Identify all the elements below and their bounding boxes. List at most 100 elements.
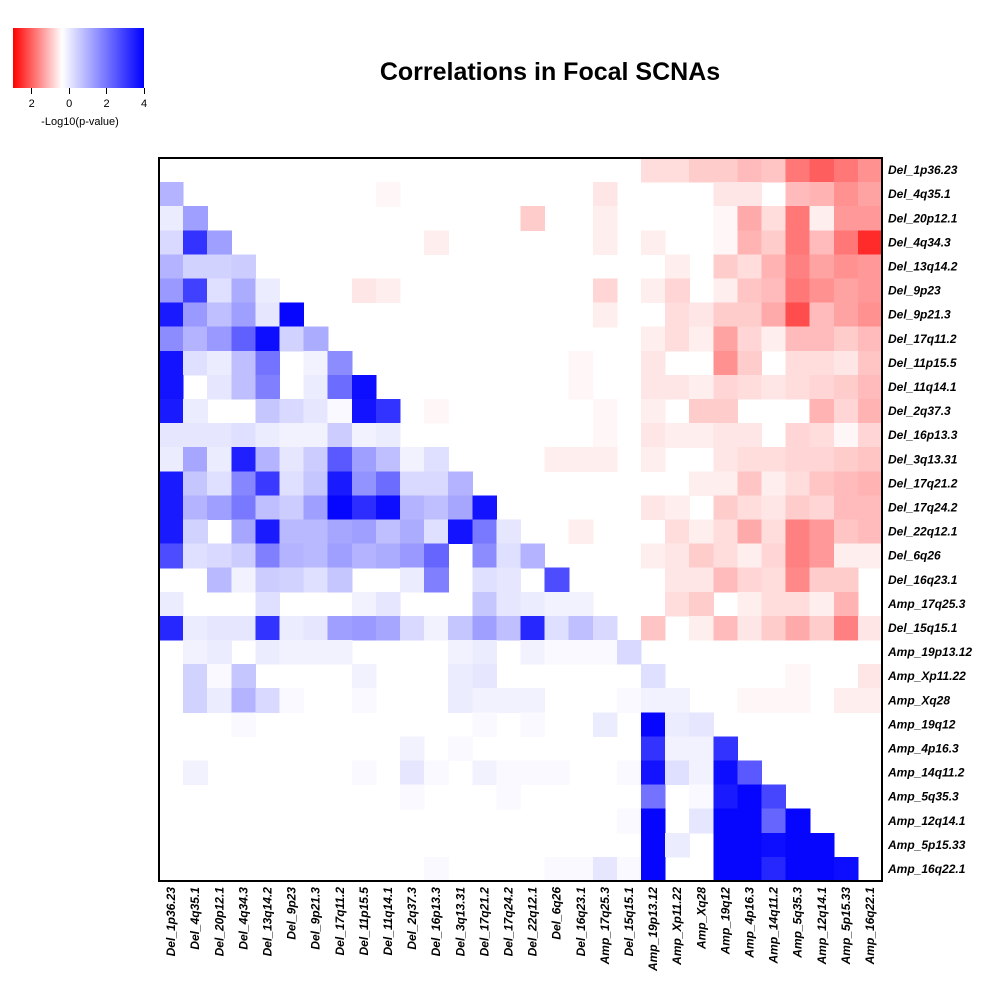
heatmap-cell bbox=[689, 399, 714, 424]
heatmap-cell bbox=[785, 567, 811, 593]
heatmap-cell bbox=[833, 615, 859, 641]
heatmap-cell bbox=[351, 543, 377, 569]
heatmap-cell bbox=[785, 158, 811, 183]
heatmap-cell bbox=[183, 278, 208, 304]
heatmap-cell bbox=[761, 784, 787, 810]
column-label: Del_16q23.1 bbox=[574, 887, 588, 957]
heatmap-cell bbox=[303, 399, 329, 424]
heatmap-cell bbox=[207, 471, 232, 496]
row-label: Amp_Xp11.22 bbox=[887, 669, 966, 683]
heatmap-cell bbox=[737, 832, 763, 858]
heatmap-cell bbox=[809, 423, 835, 448]
row-label: Del_11p15.5 bbox=[888, 356, 957, 370]
heatmap-cell bbox=[183, 543, 208, 569]
heatmap-cell bbox=[231, 350, 256, 376]
heatmap-cell bbox=[400, 567, 425, 593]
heatmap-cell bbox=[424, 230, 449, 255]
column-label: Del_11q14.1 bbox=[381, 887, 395, 956]
column-label: Amp_12q14.1 bbox=[815, 887, 829, 966]
heatmap-cell bbox=[159, 230, 184, 255]
heatmap-cell bbox=[448, 664, 473, 689]
heatmap-cell bbox=[207, 230, 232, 255]
heatmap-cell bbox=[665, 543, 690, 569]
heatmap-cell bbox=[448, 615, 473, 641]
heatmap-cell bbox=[231, 615, 256, 641]
row-label: Amp_12q14.1 bbox=[887, 814, 966, 828]
row-label: Amp_17q25.3 bbox=[887, 597, 966, 611]
heatmap-cell bbox=[665, 736, 690, 762]
heatmap-cell bbox=[207, 350, 232, 376]
heatmap-cell bbox=[183, 254, 208, 280]
heatmap-cell bbox=[833, 350, 859, 376]
heatmap-cell bbox=[327, 350, 353, 376]
heatmap-cell bbox=[785, 832, 811, 858]
heatmap-cell bbox=[207, 326, 232, 352]
heatmap-cell bbox=[207, 664, 232, 689]
heatmap-cell bbox=[592, 278, 618, 304]
heatmap-cell bbox=[665, 832, 690, 858]
heatmap-cell bbox=[207, 302, 232, 328]
heatmap-cell bbox=[713, 350, 738, 376]
row-labels: Del_1p36.23 Del_4q35.1 Del_20p12.1 Del_4q34… bbox=[887, 163, 972, 876]
heatmap-cell bbox=[448, 471, 473, 496]
heatmap-cell bbox=[713, 760, 738, 786]
heatmap-cell bbox=[472, 543, 497, 569]
heatmap-cell bbox=[833, 230, 859, 255]
heatmap-cell bbox=[207, 688, 232, 713]
heatmap-cell bbox=[761, 591, 787, 617]
column-label: Del_1p36.23 bbox=[164, 887, 178, 957]
heatmap-cell bbox=[689, 567, 714, 593]
heatmap-cell bbox=[833, 567, 859, 593]
heatmap-cell bbox=[231, 519, 256, 545]
heatmap-cell bbox=[544, 615, 570, 641]
heatmap-cell bbox=[857, 302, 883, 328]
heatmap-cell bbox=[279, 447, 305, 472]
heatmap-cell bbox=[183, 640, 208, 665]
heatmap-cell bbox=[279, 567, 305, 593]
heatmap-cell bbox=[472, 591, 497, 617]
heatmap-cell bbox=[231, 326, 256, 352]
heatmap-cell bbox=[544, 591, 570, 617]
heatmap-cell bbox=[833, 254, 859, 280]
heatmap-cell bbox=[159, 206, 184, 231]
heatmap-cell bbox=[400, 543, 425, 569]
heatmap-cell bbox=[231, 374, 256, 400]
heatmap-cell bbox=[737, 567, 763, 593]
heatmap-cell bbox=[833, 688, 859, 713]
heatmap-cell bbox=[689, 808, 714, 834]
heatmap-cell bbox=[833, 374, 859, 400]
heatmap-cell bbox=[472, 688, 497, 713]
heatmap-cell bbox=[713, 832, 738, 858]
heatmap-cell bbox=[231, 423, 256, 448]
column-label: Del_9p21.3 bbox=[309, 887, 323, 950]
heatmap-cell bbox=[303, 519, 329, 545]
heatmap-cell bbox=[351, 760, 377, 786]
heatmap-cell bbox=[857, 447, 883, 472]
chart-title: Correlations in Focal SCNAs bbox=[379, 58, 721, 86]
heatmap-cell bbox=[761, 832, 787, 858]
heatmap-cell bbox=[737, 206, 763, 231]
heatmap-cell bbox=[424, 495, 449, 521]
heatmap-cell bbox=[496, 760, 522, 786]
row-label: Del_11q14.1 bbox=[888, 380, 957, 394]
column-label: Del_4q35.1 bbox=[188, 887, 202, 950]
heatmap-cell bbox=[785, 688, 811, 713]
heatmap-cell bbox=[496, 688, 522, 713]
heatmap-cell bbox=[592, 423, 618, 448]
heatmap-cell bbox=[665, 760, 690, 786]
heatmap-cell bbox=[303, 350, 329, 376]
heatmap-cell bbox=[785, 254, 811, 280]
heatmap-cell bbox=[665, 158, 690, 183]
heatmap-cell bbox=[616, 808, 642, 834]
legend-tick-mark bbox=[31, 88, 33, 94]
legend-tick-mark bbox=[143, 88, 145, 94]
heatmap-cell bbox=[327, 471, 353, 496]
heatmap-cell bbox=[665, 688, 690, 713]
heatmap-cell bbox=[641, 736, 666, 762]
heatmap-cell bbox=[303, 495, 329, 521]
heatmap-cell bbox=[713, 302, 738, 328]
heatmap-cell bbox=[592, 640, 618, 665]
heatmap-cell bbox=[255, 640, 281, 665]
row-label: Del_15q15.1 bbox=[888, 621, 958, 635]
heatmap-cell bbox=[255, 543, 281, 569]
